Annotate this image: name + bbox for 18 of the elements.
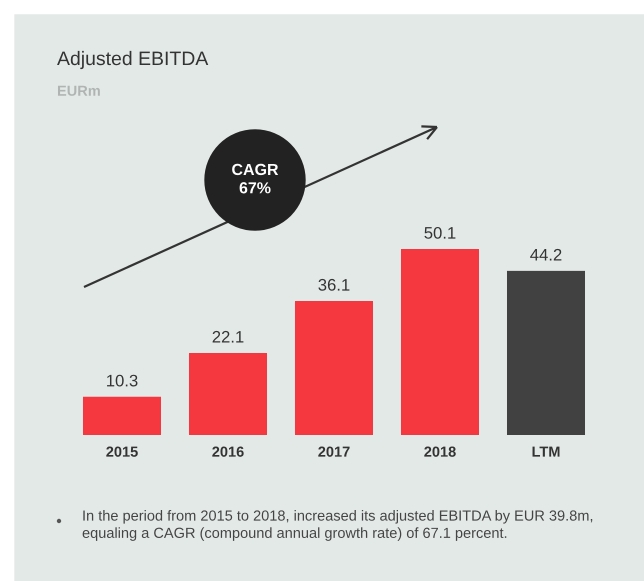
- bar: [82, 396, 162, 435]
- bar: [400, 249, 480, 435]
- data-label: 44.2: [530, 248, 562, 260]
- data-label: 36.1: [318, 278, 350, 291]
- bar: [188, 352, 268, 435]
- text: CAGR 67%: [232, 164, 278, 194]
- x-tick-label: 2018: [424, 446, 456, 457]
- chart-title: Adjusted EBITDA: [57, 50, 208, 70]
- bar: [506, 270, 586, 435]
- data-label: 50.1: [424, 226, 456, 239]
- x-tick-label: 2016: [212, 446, 244, 457]
- data-label: 10.3: [107, 374, 138, 387]
- x-tick-label: 2017: [318, 446, 350, 457]
- x-tick-label: 2015: [106, 446, 138, 457]
- bar: [294, 300, 374, 435]
- text: In the period from 2015 to 2018, increased its adjusted EBITDA by EUR 39.8m, equaling a CAGR (compound annual growth rate) of 67.1 percent.: [82, 510, 592, 541]
- data-label: 22.1: [212, 330, 244, 343]
- x-tick-label: LTM: [532, 446, 560, 457]
